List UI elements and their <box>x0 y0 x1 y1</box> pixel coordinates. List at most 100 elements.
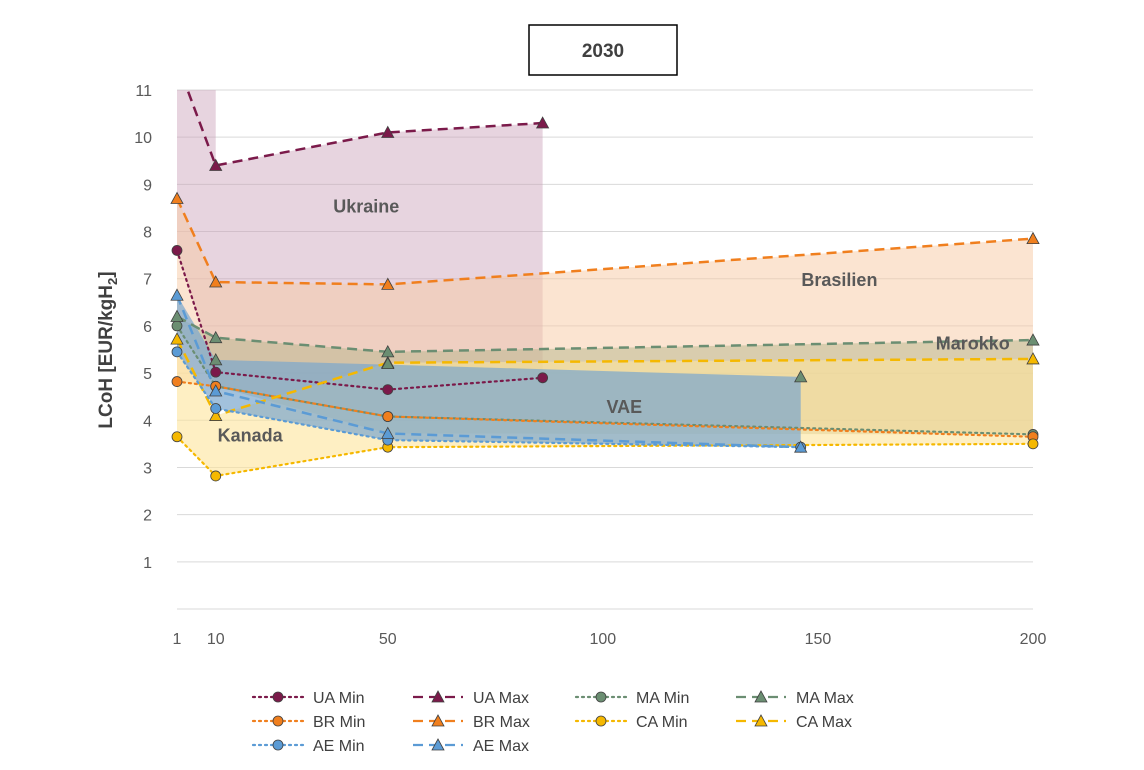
legend-marker-ae-max <box>431 738 445 751</box>
x-tick-150: 150 <box>805 631 832 648</box>
legend-item-ua-max: UA Max <box>413 690 529 707</box>
point-br-max-1 <box>170 191 184 204</box>
line-ae-min <box>177 350 802 449</box>
point-ae-max-146 <box>794 440 808 453</box>
legend-item-ca-max: CA Max <box>736 714 852 731</box>
region-labels: Ukraine Brasilien Marokko Kanada VAE <box>218 197 1010 446</box>
legend-label-ua-min: UA Min <box>313 690 365 707</box>
point-ua-min-50 <box>382 384 394 396</box>
region-label-ukraine: Ukraine <box>333 197 399 217</box>
legend-label-ma-max: MA Max <box>796 690 854 707</box>
line-ua-max <box>186 90 543 167</box>
point-ua-max-50 <box>381 125 395 138</box>
legend-marker-br-min <box>272 715 284 727</box>
y-tick-6: 6 <box>143 319 152 336</box>
legend-label-br-min: BR Min <box>313 714 365 731</box>
legend-item-ae-max: AE Max <box>413 738 529 755</box>
legend-marker-ae-min <box>272 739 284 751</box>
legend-item-br-min: BR Min <box>251 714 365 731</box>
chart-title-box: 2030 <box>528 24 678 76</box>
point-ca-min-10 <box>210 470 222 482</box>
point-ca-min-1 <box>171 431 183 443</box>
point-ua-max-86 <box>535 116 550 129</box>
line-br-min <box>177 380 1035 438</box>
region-label-brasilien: Brasilien <box>801 270 877 290</box>
y-tick-11: 11 <box>135 83 152 100</box>
x-tick-50: 50 <box>379 631 397 648</box>
line-ae-max <box>177 294 801 449</box>
legend-label-ua-max: UA Max <box>473 690 529 707</box>
point-ma-max-1 <box>170 309 184 322</box>
legend-label-ca-max: CA Max <box>796 714 852 731</box>
y-tick-5: 5 <box>143 366 152 383</box>
y-tick-2: 2 <box>143 508 152 525</box>
point-ca-max-1 <box>170 332 184 345</box>
series-markers <box>170 116 1040 482</box>
point-ma-max-10 <box>209 330 223 344</box>
legend-item-br-max: BR Max <box>413 714 530 731</box>
line-ua-min <box>177 249 544 391</box>
x-tick-100: 100 <box>589 631 616 648</box>
region-label-marokko: Marokko <box>936 334 1010 354</box>
point-extra-ma-max-1 <box>794 370 808 383</box>
legend-item-ua-min: UA Min <box>251 690 365 707</box>
legend-marker-ua-min <box>272 691 284 703</box>
legend-marker-ua-max <box>431 690 445 703</box>
legend-label-ae-min: AE Min <box>313 738 365 755</box>
legend-item-ca-min: CA Min <box>574 714 688 731</box>
point-ma-max-200 <box>1026 333 1040 346</box>
point-br-max-10 <box>209 275 223 288</box>
legend-label-br-max: BR Max <box>473 714 530 731</box>
y-axis-label-close: ] <box>96 271 117 277</box>
point-extra-ma-max-0 <box>381 356 395 370</box>
region-label-kanada: Kanada <box>218 426 284 446</box>
y-axis-label: LCoH [EUR/kgH2] <box>96 271 120 428</box>
point-ua-min-10 <box>210 366 222 378</box>
legend-marker-ca-max <box>754 714 768 727</box>
x-tick-1: 1 <box>173 631 182 648</box>
point-ca-max-200 <box>1026 352 1040 365</box>
point-br-max-200 <box>1026 231 1040 245</box>
legend-marker-ca-min <box>595 715 607 727</box>
x-tick-10: 10 <box>207 631 225 648</box>
point-ma-min-1 <box>171 320 183 332</box>
chart-title: 2030 <box>582 41 624 62</box>
y-tick-3: 3 <box>143 460 152 477</box>
legend-marker-ma-min <box>595 691 607 703</box>
legend-marker-ma-max <box>754 690 768 703</box>
y-tick-4: 4 <box>143 413 152 430</box>
region-label-vae: VAE <box>607 397 643 417</box>
y-axis-label-sub: 2 <box>105 278 120 285</box>
x-tick-200: 200 <box>1020 631 1047 648</box>
point-ae-max-50 <box>381 426 395 439</box>
point-extra-ma-max-2 <box>209 353 223 366</box>
point-ae-min-1 <box>171 346 183 358</box>
line-br-max <box>177 197 1034 286</box>
legend-item-ma-min: MA Min <box>574 690 689 707</box>
point-br-min-1 <box>171 376 183 387</box>
legend: UA Min UA Max MA Min MA Max BR Min BR Max CA M… <box>251 690 854 755</box>
point-ua-min-1 <box>171 245 183 256</box>
point-ca-min-200 <box>1027 438 1039 450</box>
point-ae-max-1 <box>170 288 184 301</box>
point-br-min-50 <box>382 411 394 422</box>
point-ca-max-10 <box>209 408 223 421</box>
series-lines <box>177 90 1035 478</box>
legend-item-ma-max: MA Max <box>736 690 854 707</box>
point-ua-max-10 <box>209 158 223 171</box>
legend-label-ca-min: CA Min <box>636 714 688 731</box>
y-tick-7: 7 <box>143 272 152 289</box>
legend-label-ae-max: AE Max <box>473 738 529 755</box>
y-tick-10: 10 <box>134 130 152 147</box>
point-ua-min-86 <box>537 372 549 384</box>
line-ma-max <box>177 315 1034 354</box>
legend-marker-br-max <box>431 714 445 727</box>
y-tick-1: 1 <box>143 555 152 572</box>
point-ae-min-10 <box>210 403 222 414</box>
point-ae-max-10 <box>209 384 223 397</box>
y-tick-8: 8 <box>143 225 152 242</box>
point-br-max-50 <box>381 277 395 290</box>
y-tick-9: 9 <box>143 177 152 194</box>
